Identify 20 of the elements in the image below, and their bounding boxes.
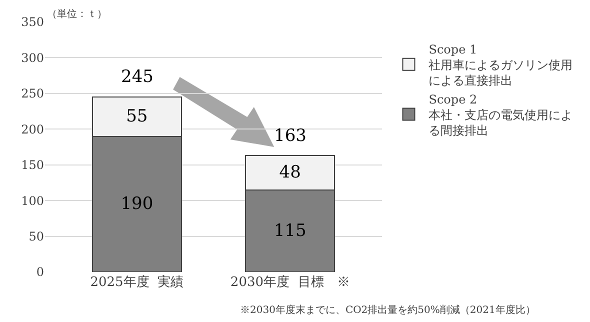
y-tick-label: 0 bbox=[36, 265, 44, 280]
legend-label: Scope 2 本社・支店の電気使用による間接排出 bbox=[428, 92, 573, 138]
data-label: 115 bbox=[274, 220, 306, 241]
y-tick-label: 250 bbox=[21, 86, 44, 101]
total-label: 245 bbox=[121, 67, 154, 87]
text: ※2030年度末までに、CO2排出量を約50%削減（2021年度比） bbox=[240, 304, 536, 316]
y-tick-label: 100 bbox=[21, 194, 44, 208]
x-tick-label: 2025年度 実績 bbox=[90, 274, 184, 290]
data-label: 190 bbox=[120, 194, 154, 214]
total-label: 163 bbox=[274, 126, 306, 146]
data-label: 55 bbox=[126, 106, 148, 127]
y-tick-label: 350 bbox=[21, 15, 44, 30]
text: （単位：ｔ） bbox=[47, 8, 107, 20]
legend-label: Scope 1 社用車によるガソリン使用による直接排出 bbox=[428, 42, 573, 88]
data-label: 48 bbox=[279, 162, 301, 183]
x-tick-label: 2030年度 目標 ※ bbox=[230, 274, 350, 290]
y-tick-label: 150 bbox=[21, 158, 44, 172]
y-tick-label: 50 bbox=[28, 229, 44, 244]
y-tick-label: 300 bbox=[21, 50, 44, 65]
y-tick-label: 200 bbox=[21, 122, 44, 136]
